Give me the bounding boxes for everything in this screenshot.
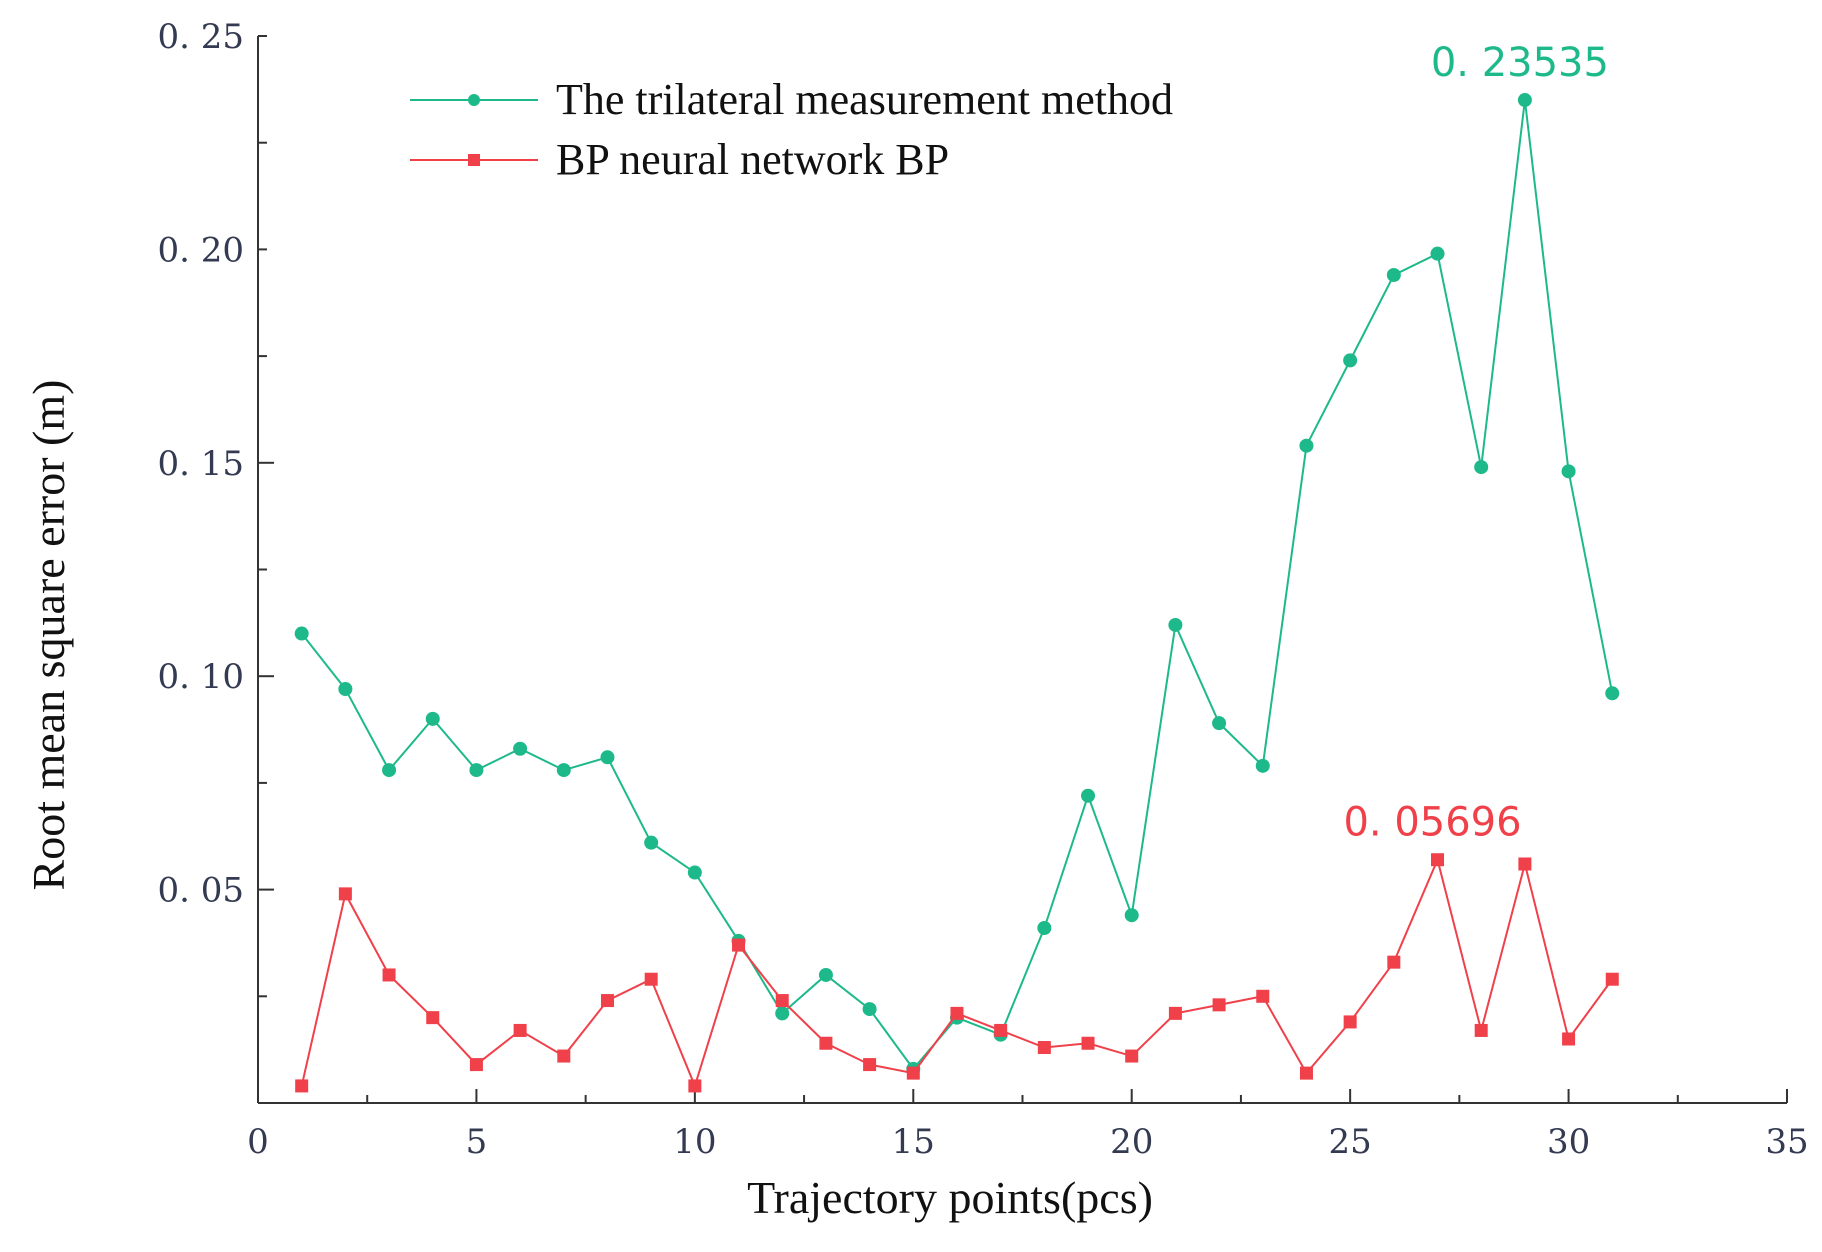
- data-point-bp: [557, 1049, 571, 1063]
- data-point-trilateral: [556, 763, 571, 778]
- data-point-bp: [1125, 1049, 1139, 1063]
- y-tick-label: 0. 25: [157, 17, 244, 57]
- x-tick-label: 35: [1765, 1122, 1808, 1162]
- data-point-trilateral: [1299, 438, 1314, 453]
- x-tick-label: 5: [466, 1122, 488, 1162]
- legend: The trilateral measurement method BP neu…: [410, 75, 1173, 184]
- annotation-layer: 0. 23535 0. 05696: [1343, 40, 1608, 846]
- x-ticks: 0 5 10 15 20 25 30 35: [247, 1089, 1809, 1162]
- data-point-trilateral: [1386, 268, 1401, 283]
- data-point-bp: [1387, 955, 1401, 969]
- x-tick-label: 25: [1329, 1122, 1372, 1162]
- x-tick-label: 15: [892, 1122, 935, 1162]
- y-ticks: 0. 05 0. 10 0. 15 0. 20 0. 25: [157, 17, 274, 998]
- data-point-trilateral: [1255, 758, 1270, 773]
- data-point-bp: [1562, 1032, 1576, 1046]
- data-point-trilateral: [1474, 460, 1489, 475]
- data-point-trilateral: [382, 763, 397, 778]
- data-point-bp: [950, 1006, 964, 1020]
- data-point-bp: [1343, 1015, 1357, 1029]
- data-point-bp: [600, 994, 614, 1008]
- data-point-bp: [513, 1023, 527, 1037]
- data-point-bp: [1081, 1036, 1095, 1050]
- data-point-trilateral: [775, 1006, 790, 1021]
- data-point-bp: [644, 972, 658, 986]
- data-point-trilateral: [600, 750, 615, 765]
- data-point-bp: [1299, 1066, 1313, 1080]
- data-point-trilateral: [1561, 464, 1576, 479]
- data-point-bp: [469, 1058, 483, 1072]
- legend-label-trilateral: The trilateral measurement method: [556, 75, 1173, 124]
- data-point-trilateral: [513, 741, 528, 756]
- data-point-bp: [775, 994, 789, 1008]
- x-tick-label: 30: [1547, 1122, 1590, 1162]
- data-point-trilateral: [1212, 716, 1227, 731]
- data-point-bp: [1431, 853, 1445, 867]
- x-tick-label: 20: [1110, 1122, 1153, 1162]
- data-point-bp: [688, 1079, 702, 1093]
- data-point-trilateral: [1037, 921, 1052, 936]
- y-tick-label: 0. 10: [157, 657, 244, 697]
- data-point-bp: [295, 1079, 309, 1093]
- series-line-bp: [300, 856, 1614, 1089]
- series-layer: [294, 93, 1620, 1093]
- data-point-trilateral: [1124, 908, 1139, 923]
- axes: [257, 36, 1787, 1104]
- data-point-trilateral: [338, 682, 353, 697]
- peak-annotation-bp: 0. 05696: [1343, 800, 1521, 846]
- data-point-bp: [1256, 989, 1270, 1003]
- data-point-bp: [426, 1011, 440, 1025]
- data-point-trilateral: [1168, 617, 1183, 632]
- data-point-trilateral: [1081, 788, 1096, 803]
- y-tick-label: 0. 15: [157, 444, 244, 484]
- data-point-trilateral: [294, 626, 309, 641]
- data-point-trilateral: [818, 967, 833, 982]
- data-point-bp: [863, 1058, 877, 1072]
- data-point-trilateral: [425, 711, 440, 726]
- data-point-bp: [906, 1066, 920, 1080]
- x-tick-label: 0: [247, 1122, 269, 1162]
- series-line-trilateral: [300, 99, 1614, 1071]
- data-point-trilateral: [1517, 93, 1532, 108]
- y-tick-label: 0. 05: [157, 871, 244, 911]
- data-point-bp: [382, 968, 396, 982]
- data-point-trilateral: [1605, 686, 1620, 701]
- data-point-bp: [338, 887, 352, 901]
- data-point-trilateral: [644, 835, 659, 850]
- data-point-trilateral: [687, 865, 702, 880]
- data-point-bp: [1037, 1041, 1051, 1055]
- x-tick-label: 10: [673, 1122, 716, 1162]
- data-point-bp: [1518, 857, 1532, 871]
- peak-annotation-trilateral: 0. 23535: [1431, 40, 1609, 86]
- x-axis-title: Trajectory points(pcs): [747, 1172, 1153, 1223]
- data-point-trilateral: [1430, 246, 1445, 261]
- data-point-trilateral: [469, 763, 484, 778]
- data-point-bp: [1474, 1023, 1488, 1037]
- y-tick-label: 0. 20: [157, 230, 244, 270]
- legend-marker-trilateral: [468, 94, 480, 106]
- y-axis-title: Root mean square error (m): [23, 380, 74, 891]
- legend-label-bp: BP neural network BP: [556, 135, 949, 184]
- data-point-trilateral: [862, 1002, 877, 1017]
- data-point-bp: [1168, 1006, 1182, 1020]
- data-point-trilateral: [1343, 353, 1358, 368]
- data-point-bp: [1605, 972, 1619, 986]
- data-point-bp: [819, 1036, 833, 1050]
- legend-marker-bp: [468, 154, 480, 166]
- data-point-bp: [994, 1023, 1008, 1037]
- data-point-bp: [1212, 998, 1226, 1012]
- data-point-bp: [732, 938, 746, 952]
